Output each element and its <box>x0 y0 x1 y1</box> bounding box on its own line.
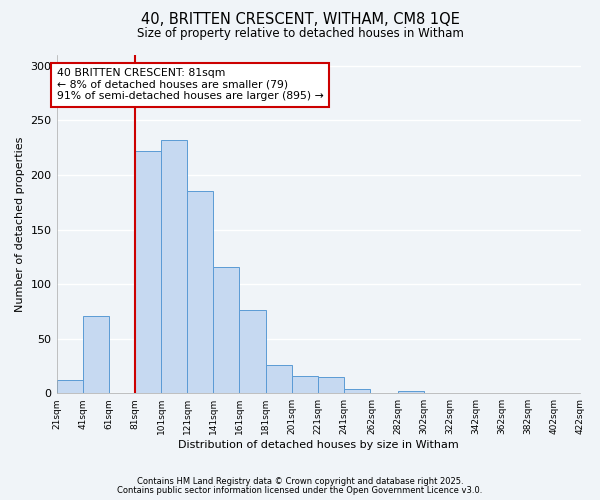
Bar <box>318 377 344 393</box>
Bar <box>239 310 266 393</box>
Text: Contains public sector information licensed under the Open Government Licence v3: Contains public sector information licen… <box>118 486 482 495</box>
Bar <box>214 266 239 393</box>
Bar <box>187 192 214 393</box>
Y-axis label: Number of detached properties: Number of detached properties <box>15 136 25 312</box>
Text: Size of property relative to detached houses in Witham: Size of property relative to detached ho… <box>137 28 463 40</box>
Text: Contains HM Land Registry data © Crown copyright and database right 2025.: Contains HM Land Registry data © Crown c… <box>137 477 463 486</box>
Text: 40, BRITTEN CRESCENT, WITHAM, CM8 1QE: 40, BRITTEN CRESCENT, WITHAM, CM8 1QE <box>140 12 460 28</box>
Bar <box>83 316 109 393</box>
Bar <box>266 365 292 393</box>
Bar <box>344 389 370 393</box>
Bar <box>292 376 318 393</box>
Bar <box>56 380 83 393</box>
Bar <box>135 151 161 393</box>
X-axis label: Distribution of detached houses by size in Witham: Distribution of detached houses by size … <box>178 440 459 450</box>
Bar <box>398 391 424 393</box>
Bar <box>161 140 187 393</box>
Text: 40 BRITTEN CRESCENT: 81sqm
← 8% of detached houses are smaller (79)
91% of semi-: 40 BRITTEN CRESCENT: 81sqm ← 8% of detac… <box>56 68 323 102</box>
